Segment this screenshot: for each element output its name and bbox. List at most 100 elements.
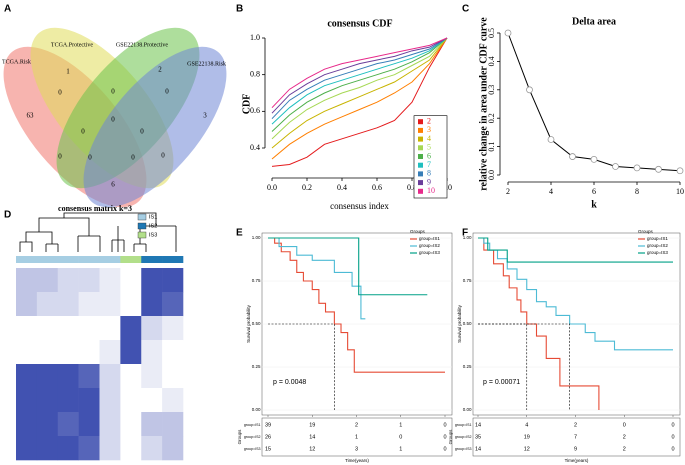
risk-row-label: group=IS3 <box>244 447 261 451</box>
survival-curve <box>478 237 673 263</box>
legend-label: 2 <box>427 117 431 126</box>
heatmap-cell <box>141 340 163 365</box>
cluster-bar <box>36 256 59 263</box>
heatmap-cell <box>36 340 59 365</box>
heatmap-cell <box>99 292 121 317</box>
cluster-bar <box>57 256 79 263</box>
y-tick-label: 0.8 <box>250 69 260 78</box>
heatmap-cell <box>16 292 38 317</box>
region-count: 0 <box>165 88 169 96</box>
heatmap-cell <box>120 412 142 437</box>
table-y-label: Groups <box>237 429 242 445</box>
legend-swatch <box>418 154 423 159</box>
cluster-bar <box>16 256 38 263</box>
region-count: 0 <box>140 128 144 136</box>
heatmap-cell <box>57 268 79 293</box>
legend-swatch <box>137 231 147 239</box>
heatmap-cell <box>16 340 38 365</box>
heatmap-cell <box>162 292 184 317</box>
legend-label: IS3 <box>149 232 157 238</box>
risk-table <box>472 417 681 457</box>
legend-label: 3 <box>427 125 431 134</box>
x-tick-label: 0.2 <box>302 183 312 192</box>
legend-title: Groups <box>638 229 654 234</box>
panel-label: D <box>4 210 11 221</box>
heatmap-cell <box>141 436 163 461</box>
risk-count: 7 <box>574 434 577 440</box>
legend-label: 10 <box>427 186 435 195</box>
risk-count: 0 <box>671 422 674 428</box>
point <box>526 86 533 94</box>
heatmap-cell <box>162 436 184 461</box>
point <box>569 153 576 160</box>
heatmap-cell <box>78 340 100 365</box>
heatmap-cell <box>16 412 38 437</box>
legend-label: IS1 <box>149 214 157 220</box>
risk-row-label: group=IS2 <box>244 435 261 439</box>
legend-label: group=IS3 <box>419 250 440 255</box>
heatmap-cell <box>16 316 38 341</box>
heatmap-cell <box>120 340 142 365</box>
series-line <box>271 37 448 125</box>
heatmap-cell <box>162 340 184 365</box>
heatmap-cell <box>78 364 100 389</box>
risk-row-label: group=IS3 <box>455 447 472 451</box>
x-tick-label: 8 <box>635 187 639 196</box>
legend-swatch <box>418 119 423 125</box>
cluster-bar <box>120 256 142 263</box>
heatmap-cell <box>36 436 59 461</box>
legend-swatch <box>418 145 423 151</box>
heatmap-cell <box>141 388 163 413</box>
risk-count: 9 <box>574 446 577 452</box>
legend-swatch <box>418 188 423 194</box>
table-y-label: Groups <box>448 429 453 445</box>
region-count: 6 <box>111 181 115 189</box>
heatmap-cell <box>16 436 38 461</box>
y-tick-label: 0.75 <box>463 278 472 283</box>
heatmap-cell <box>78 436 100 461</box>
heatmap-cell <box>78 388 100 413</box>
risk-count: 12 <box>309 446 315 452</box>
panel-label: E <box>236 228 243 239</box>
median-line <box>478 323 528 410</box>
series-line <box>271 37 448 132</box>
x-tick-label: 4 <box>549 187 553 196</box>
y-tick-label: 0.4 <box>487 56 496 66</box>
heatmap-cell <box>162 364 184 389</box>
series-line <box>507 32 681 172</box>
heatmap-cell <box>99 364 121 389</box>
y-tick-label: 1.0 <box>250 33 260 42</box>
median-line <box>268 323 335 410</box>
point <box>547 136 555 143</box>
risk-count: 1 <box>355 434 358 440</box>
risk-count: 15 <box>265 446 271 452</box>
legend-label: 6 <box>427 151 431 160</box>
risk-row-label: group=IS1 <box>455 423 472 427</box>
x-tick-label: 0.8 <box>407 183 417 192</box>
heatmap-cell <box>78 412 100 437</box>
heatmap-cell <box>99 340 121 365</box>
region-count: 0 <box>111 116 115 124</box>
heatmap-cell <box>162 316 184 341</box>
cluster-bar <box>141 256 163 263</box>
legend-swatch <box>137 222 147 230</box>
region-count: 0 <box>161 152 165 160</box>
legend-label: 9 <box>427 177 431 186</box>
y-tick-label: 0.6 <box>250 106 260 115</box>
y-tick-label: 0.50 <box>463 321 472 326</box>
risk-count: 0 <box>671 446 674 452</box>
y-tick-label: 0.0 <box>487 170 496 180</box>
heatmap-cell <box>57 340 79 365</box>
y-tick-label: 0.3 <box>487 85 496 95</box>
risk-count: 3 <box>355 446 358 452</box>
x-axis-label: Time(years) <box>565 458 589 463</box>
heatmap-cell <box>141 268 163 293</box>
risk-count: 14 <box>475 446 481 452</box>
heatmap-cell <box>141 316 163 341</box>
p-value: p = 0.00071 <box>483 379 520 386</box>
y-axis-label: Survival probability <box>457 304 462 343</box>
y-tick-label: 0.25 <box>463 364 472 369</box>
chart-title: consensus CDF <box>327 18 392 29</box>
risk-count: 2 <box>574 422 577 428</box>
risk-count: 0 <box>399 434 402 440</box>
